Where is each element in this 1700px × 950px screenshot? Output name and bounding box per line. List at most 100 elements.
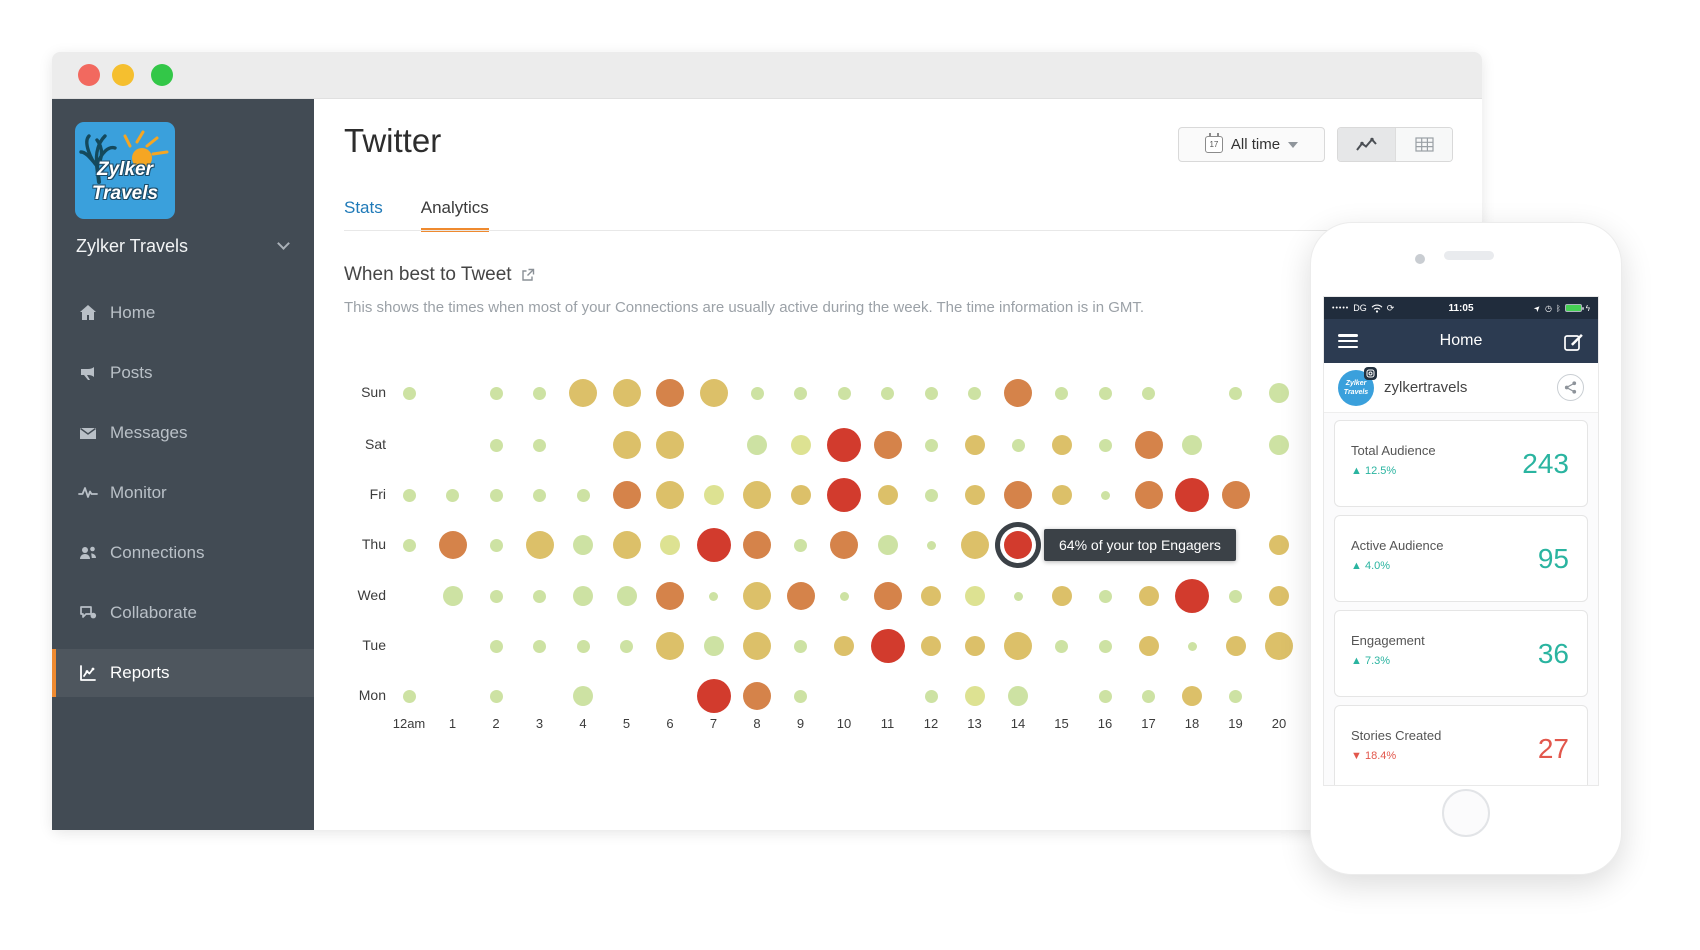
bubble[interactable] xyxy=(964,636,985,656)
bubble[interactable] xyxy=(489,538,503,552)
bubble[interactable] xyxy=(573,686,593,706)
bubble[interactable] xyxy=(1229,689,1242,703)
bubble[interactable] xyxy=(877,485,898,505)
bubble[interactable] xyxy=(1100,490,1110,500)
bubble[interactable] xyxy=(489,639,503,653)
sidebar-item-connections[interactable]: Connections xyxy=(52,529,314,577)
external-link-icon[interactable] xyxy=(521,268,535,282)
bubble[interactable] xyxy=(968,386,981,400)
bubble[interactable] xyxy=(1098,589,1112,603)
bubble[interactable] xyxy=(1182,686,1202,706)
bubble[interactable] xyxy=(1011,438,1025,452)
bubble[interactable] xyxy=(573,535,593,555)
bubble[interactable] xyxy=(834,636,854,656)
bubble[interactable] xyxy=(743,481,771,509)
bubble[interactable] xyxy=(696,679,731,713)
bubble[interactable] xyxy=(402,386,416,400)
bubble[interactable] xyxy=(921,636,941,656)
bubble[interactable] xyxy=(703,636,724,656)
compose-icon[interactable] xyxy=(1563,331,1584,352)
bubble[interactable] xyxy=(743,632,771,660)
bubble[interactable] xyxy=(1051,435,1072,455)
bubble[interactable] xyxy=(877,535,898,555)
bubble[interactable] xyxy=(533,488,546,502)
bubble[interactable] xyxy=(569,379,597,407)
bubble[interactable] xyxy=(533,639,546,653)
bubble[interactable] xyxy=(656,431,684,459)
account-row[interactable]: Zylker Travels zylkertravels xyxy=(1324,363,1598,413)
bubble[interactable] xyxy=(786,582,815,610)
stat-card-engagement[interactable]: Engagement ▲ 7.3% 36 xyxy=(1334,610,1588,697)
stat-card-total-audience[interactable]: Total Audience ▲ 12.5% 243 xyxy=(1334,420,1588,507)
bubble[interactable] xyxy=(612,431,641,459)
bubble[interactable] xyxy=(1004,632,1032,660)
bubble[interactable] xyxy=(612,379,641,407)
phone-home-button[interactable] xyxy=(1442,789,1490,837)
bubble[interactable] xyxy=(1269,435,1289,455)
bubble[interactable] xyxy=(1051,485,1072,505)
tab-analytics[interactable]: Analytics xyxy=(420,198,489,232)
bubble[interactable] xyxy=(446,488,459,502)
bubble[interactable] xyxy=(1225,636,1246,656)
bubble[interactable] xyxy=(964,686,985,706)
bubble[interactable] xyxy=(612,481,641,509)
bubble[interactable] xyxy=(442,586,463,606)
menu-icon[interactable] xyxy=(1338,334,1358,348)
bubble[interactable] xyxy=(794,386,807,400)
bubble[interactable] xyxy=(489,589,503,603)
bubble[interactable] xyxy=(924,488,938,502)
bubble[interactable] xyxy=(1098,386,1112,400)
bubble[interactable] xyxy=(747,435,767,455)
bubble[interactable] xyxy=(1142,689,1155,703)
bubble[interactable] xyxy=(926,540,936,550)
bubble[interactable] xyxy=(1229,386,1242,400)
bubble[interactable] xyxy=(703,485,724,505)
zoom-window-button[interactable] xyxy=(151,64,173,86)
chart-view-button[interactable] xyxy=(1338,128,1395,161)
bubble[interactable] xyxy=(743,531,771,559)
sidebar-item-home[interactable]: Home xyxy=(52,289,314,337)
sidebar-item-messages[interactable]: Messages xyxy=(52,409,314,457)
bubble[interactable] xyxy=(1187,641,1197,651)
bubble[interactable] xyxy=(525,531,554,559)
bubble[interactable] xyxy=(620,639,633,653)
bubble[interactable] xyxy=(1175,579,1209,613)
bubble[interactable] xyxy=(964,435,985,455)
bubble[interactable] xyxy=(794,639,807,653)
sidebar-item-posts[interactable]: Posts xyxy=(52,349,314,397)
bubble[interactable] xyxy=(827,428,861,462)
table-view-button[interactable] xyxy=(1395,128,1452,161)
bubble[interactable] xyxy=(699,379,728,407)
bubble[interactable] xyxy=(1055,639,1068,653)
bubble[interactable] xyxy=(533,386,546,400)
bubble[interactable] xyxy=(612,531,641,559)
bubble[interactable] xyxy=(1269,535,1289,555)
bubble[interactable] xyxy=(1221,481,1250,509)
bubble[interactable] xyxy=(743,582,771,610)
bubble[interactable] xyxy=(402,488,416,502)
bubble[interactable] xyxy=(533,438,546,452)
bubble[interactable] xyxy=(616,586,637,606)
bubble[interactable] xyxy=(794,689,807,703)
bubble[interactable] xyxy=(696,528,731,562)
bubble[interactable] xyxy=(438,531,467,559)
bubble[interactable] xyxy=(1008,686,1028,706)
bubble[interactable] xyxy=(921,586,941,606)
stat-card-stories-created[interactable]: Stories Created ▼ 18.4% 27 xyxy=(1334,705,1588,785)
sidebar-item-reports[interactable]: Reports xyxy=(52,649,314,697)
bubble[interactable] xyxy=(1269,383,1289,403)
sidebar-item-collaborate[interactable]: Collaborate xyxy=(52,589,314,637)
bubble[interactable] xyxy=(402,538,416,552)
bubble[interactable] xyxy=(837,386,851,400)
bubble[interactable] xyxy=(1138,586,1159,606)
bubble[interactable] xyxy=(1142,386,1155,400)
bubble[interactable] xyxy=(1051,586,1072,606)
tab-stats[interactable]: Stats xyxy=(344,198,383,217)
bubble[interactable] xyxy=(924,438,938,452)
bubble[interactable] xyxy=(873,431,902,459)
bubble[interactable] xyxy=(573,586,593,606)
bubble[interactable] xyxy=(1175,478,1209,512)
bubble[interactable] xyxy=(656,379,684,407)
stat-card-active-audience[interactable]: Active Audience ▲ 4.0% 95 xyxy=(1334,515,1588,602)
bubble[interactable] xyxy=(1134,481,1163,509)
